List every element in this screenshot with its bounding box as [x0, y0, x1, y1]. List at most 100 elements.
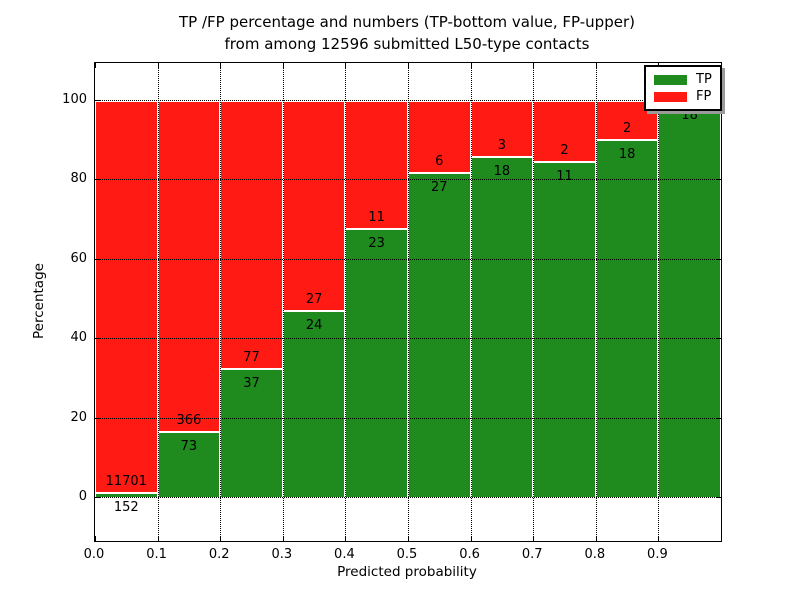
bar-label-tp: 18	[618, 147, 636, 163]
y-tick-mark	[95, 338, 100, 339]
bar-label-tp: 37	[243, 375, 260, 391]
bar-segment-fp	[282, 100, 346, 311]
legend-row: FP	[654, 88, 712, 105]
x-tick-mark	[470, 63, 472, 68]
gridline-vertical	[470, 63, 472, 541]
gridline-vertical	[408, 63, 409, 541]
bar-label-fp: 11	[368, 210, 385, 226]
bar-segment-fp	[408, 100, 471, 173]
bar-label-tp: 23	[368, 236, 385, 252]
bar-label-tp: 24	[305, 317, 323, 333]
x-tick-label: 0.8	[584, 547, 606, 562]
y-tick-label: 20	[70, 409, 87, 425]
bar-segment-tp	[345, 229, 408, 498]
x-tick-mark	[595, 63, 597, 68]
legend-label: TP	[696, 72, 712, 87]
bar-label-tp: 18	[493, 164, 511, 180]
bar-segment-fp	[345, 100, 408, 230]
legend-row: TP	[654, 71, 712, 88]
x-tick-label: 0.5	[396, 547, 418, 562]
x-tick-mark	[533, 536, 535, 541]
bar-label-tp: 11	[556, 168, 573, 184]
x-tick-label: 0.9	[647, 547, 668, 562]
bar-segment-tp	[282, 310, 346, 498]
gridline-vertical	[282, 63, 284, 541]
x-tick-label: 0.4	[334, 547, 355, 562]
bar-segment-fp	[533, 100, 596, 162]
y-tick-label: 100	[62, 91, 87, 107]
bar-label-fp: 366	[176, 412, 202, 428]
x-tick-mark	[658, 536, 660, 541]
gridline-vertical	[157, 63, 159, 541]
y-axis-label: Percentage	[31, 263, 47, 339]
y-tick-mark	[95, 179, 100, 180]
y-tick-label: 40	[70, 330, 87, 345]
y-tick-mark	[95, 258, 100, 260]
y-tick-label: 0	[78, 489, 87, 504]
plot-area: 11701 152 366 73 77 37 27 24 11 23 6 27 3 18 2 11 2 18 18	[94, 62, 722, 542]
x-tick-mark	[533, 63, 535, 68]
bar-segment-tp	[595, 140, 659, 498]
bar-label-tp: 27	[431, 179, 448, 195]
bar-segment-tp	[658, 100, 721, 498]
bar-label-fp: 2	[622, 121, 632, 137]
bar-label-fp: 11701	[105, 473, 147, 489]
legend: TP FP	[644, 65, 722, 111]
chart-title-line1: TP /FP percentage and numbers (TP-bottom…	[179, 13, 635, 31]
bar-segment-fp	[220, 100, 283, 369]
x-tick-mark	[157, 536, 159, 541]
x-tick-label: 0.1	[146, 547, 167, 562]
y-tick-label: 60	[70, 250, 87, 266]
y-tick-mark	[716, 417, 721, 419]
bar-label-tp: 73	[180, 438, 198, 454]
x-tick-mark	[470, 536, 472, 541]
bar-label-fp: 27	[305, 291, 323, 307]
x-tick-label: 0.0	[83, 547, 105, 562]
y-tick-mark	[716, 179, 721, 180]
bar-segment-fp	[157, 100, 221, 432]
bar-segment-tp	[408, 172, 471, 498]
gridline-vertical	[345, 63, 347, 541]
x-tick-mark	[408, 536, 409, 541]
bar-segment-tp	[470, 157, 534, 498]
x-tick-mark	[345, 63, 347, 68]
x-axis-label: Predicted probability	[337, 564, 477, 580]
x-tick-label: 0.7	[521, 547, 543, 562]
x-tick-mark	[95, 536, 96, 541]
y-tick-mark	[95, 417, 100, 419]
bar-label-fp: 3	[497, 138, 507, 154]
x-tick-mark	[282, 536, 284, 541]
legend-swatch-fp	[654, 91, 687, 102]
bar-label-tp: 152	[113, 499, 139, 515]
gridline-vertical	[595, 63, 597, 541]
y-tick-mark	[716, 338, 721, 339]
y-tick-label: 80	[70, 171, 87, 186]
x-tick-label: 0.6	[459, 547, 480, 562]
x-tick-mark	[595, 536, 597, 541]
x-tick-mark	[282, 63, 284, 68]
legend-label: FP	[696, 89, 712, 104]
bar-segment-fp	[95, 100, 158, 493]
x-tick-mark	[95, 63, 96, 68]
bar-segment-tp	[533, 161, 596, 498]
x-tick-mark	[157, 63, 159, 68]
x-tick-mark	[220, 63, 222, 68]
gridline-vertical	[658, 63, 660, 541]
gridline-vertical	[220, 63, 222, 541]
chart-title-line2: from among 12596 submitted L50-type cont…	[224, 35, 590, 53]
x-tick-mark	[345, 536, 347, 541]
x-tick-label: 0.3	[271, 547, 293, 562]
y-tick-mark	[716, 258, 721, 260]
chart-title: TP /FP percentage and numbers (TP-bottom…	[94, 11, 720, 55]
bar-label-fp: 6	[435, 153, 444, 169]
bar-label-fp: 2	[560, 142, 569, 158]
y-tick-mark	[95, 497, 100, 498]
bar-label-tp: 18	[681, 107, 698, 123]
x-tick-label: 0.2	[208, 547, 230, 562]
bar-label-fp: 77	[243, 350, 260, 365]
y-tick-mark	[95, 99, 100, 101]
x-tick-mark	[408, 63, 409, 68]
x-tick-mark	[220, 536, 222, 541]
gridline-vertical	[533, 63, 535, 541]
